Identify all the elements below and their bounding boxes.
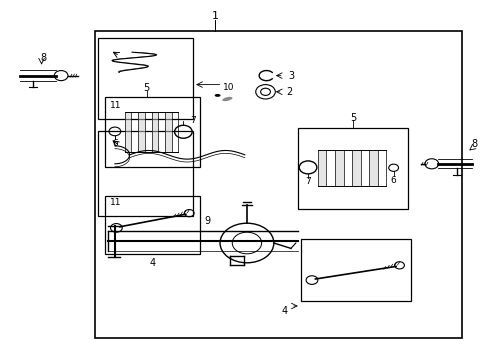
Bar: [138, 112, 144, 152]
Text: 11: 11: [110, 198, 122, 207]
Text: 7: 7: [190, 116, 196, 125]
Text: 8: 8: [470, 139, 476, 149]
Text: 11: 11: [110, 101, 122, 110]
Bar: [105, 196, 200, 254]
Text: 6: 6: [390, 176, 396, 185]
Text: 2: 2: [286, 87, 292, 97]
Bar: [351, 150, 360, 186]
Bar: [98, 131, 193, 216]
Bar: [317, 150, 326, 186]
Text: 5: 5: [349, 113, 356, 123]
Text: 6: 6: [112, 139, 118, 148]
Text: 3: 3: [288, 71, 294, 81]
Bar: [151, 112, 158, 152]
Text: 4: 4: [149, 258, 156, 268]
Bar: [98, 38, 193, 119]
Bar: [334, 150, 343, 186]
Text: 7: 7: [305, 177, 310, 186]
Ellipse shape: [222, 97, 232, 101]
Text: 8: 8: [40, 53, 46, 63]
Bar: [95, 31, 461, 338]
Bar: [105, 97, 200, 167]
Bar: [165, 112, 171, 152]
Text: 10: 10: [223, 83, 234, 91]
Text: 1: 1: [211, 11, 218, 21]
Bar: [124, 112, 131, 152]
Text: 9: 9: [204, 216, 210, 226]
Bar: [368, 150, 377, 186]
Text: 4: 4: [281, 306, 287, 316]
Text: 5: 5: [143, 83, 149, 93]
Bar: [300, 239, 410, 301]
Ellipse shape: [214, 94, 220, 97]
Bar: [298, 128, 407, 209]
